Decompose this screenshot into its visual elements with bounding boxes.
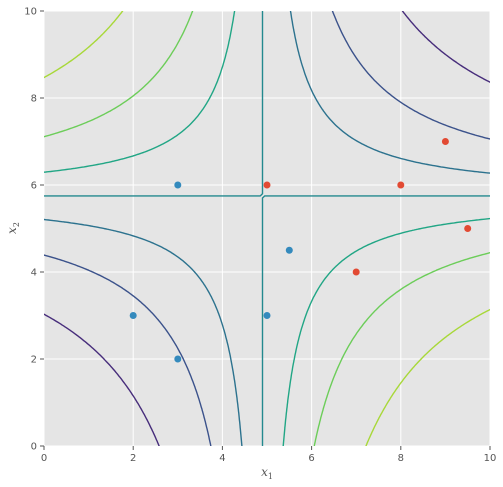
data-point	[397, 181, 405, 189]
contour-line	[44, 11, 490, 446]
data-point	[441, 138, 449, 145]
data-point	[174, 355, 182, 363]
y-axis-label: x2	[5, 222, 21, 234]
x-tick-label: 6	[308, 453, 314, 464]
contour-line	[44, 11, 490, 446]
y-tick-label: 10	[24, 7, 37, 18]
data-point	[285, 246, 293, 254]
y-tick-label: 6	[31, 181, 37, 192]
x-axis-label: x1	[261, 465, 273, 481]
data-point	[263, 181, 271, 189]
data-point	[464, 225, 472, 232]
y-axis-label-sub: 2	[12, 222, 21, 227]
y-tick-label: 4	[31, 268, 37, 279]
data-point	[174, 181, 182, 189]
x-tick-label: 8	[398, 453, 404, 464]
contour-line	[44, 11, 490, 446]
y-axis-label-base: x	[5, 227, 19, 234]
y-tick-label: 0	[31, 442, 37, 453]
contour-lines	[44, 11, 490, 446]
axis-ticks: 0 2 4 6 8 10 0 2 4 6 8 10	[24, 7, 496, 465]
x-tick-label: 0	[41, 453, 47, 464]
contour-line	[44, 11, 490, 446]
y-tick-label: 2	[31, 355, 37, 366]
contour-line	[44, 11, 490, 446]
data-point	[352, 268, 360, 276]
x-axis-label-sub: 1	[268, 472, 273, 481]
y-tick-label: 8	[31, 94, 37, 105]
contour-line	[44, 11, 490, 446]
contour-line	[44, 11, 490, 446]
data-point	[129, 312, 137, 319]
data-point	[263, 312, 271, 319]
x-tick-label: 2	[130, 453, 136, 464]
x-tick-label: 10	[484, 453, 497, 464]
x-axis-label-base: x	[261, 465, 268, 479]
scatter-points	[129, 138, 472, 363]
plot-background	[44, 11, 490, 446]
x-tick-label: 4	[219, 453, 225, 464]
